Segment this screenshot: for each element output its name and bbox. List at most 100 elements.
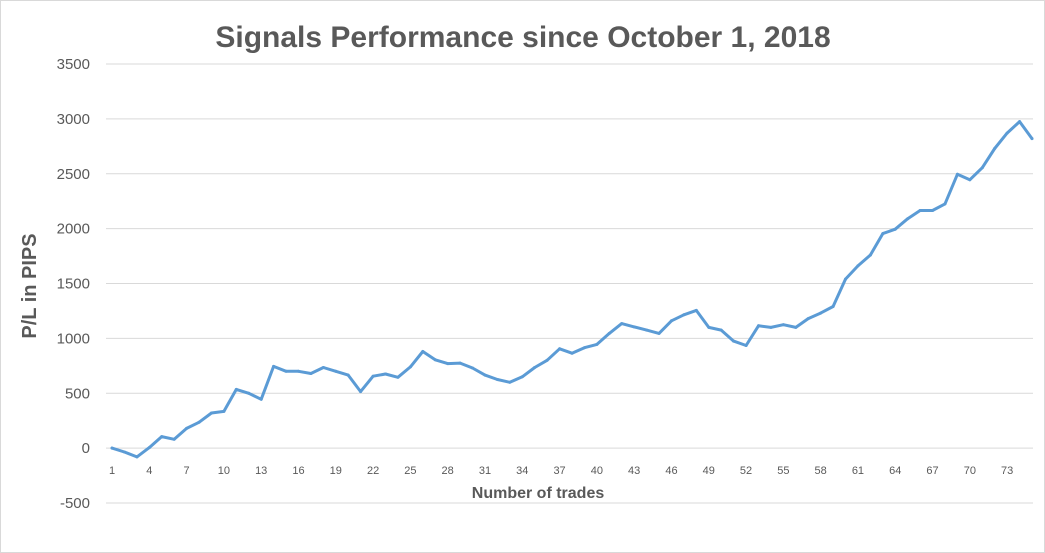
x-tick-label: 28 [442, 465, 454, 477]
x-tick-label: 61 [852, 465, 864, 477]
data-point [197, 420, 201, 424]
data-point [210, 411, 213, 415]
x-tick-label: 13 [255, 465, 267, 477]
x-tick-label: 16 [292, 465, 304, 477]
data-point [284, 369, 288, 373]
data-point [993, 147, 997, 150]
data-point [334, 369, 338, 373]
data-point [819, 311, 823, 315]
data-point [632, 325, 636, 329]
data-point [757, 324, 760, 328]
x-tick-label: 70 [964, 465, 976, 477]
x-tick-label: 49 [703, 465, 715, 477]
series-line-0 [110, 120, 1034, 459]
data-point [359, 390, 363, 394]
data-point [259, 397, 263, 401]
data-point [122, 450, 126, 454]
data-point [533, 366, 537, 369]
data-point [558, 347, 562, 351]
data-point [645, 328, 649, 332]
data-point [955, 172, 959, 176]
chart-title: Signals Performance since October 1, 201… [215, 21, 830, 54]
data-point [881, 232, 885, 236]
x-tick-label: 7 [184, 465, 190, 477]
data-point [135, 455, 139, 459]
gridlines [106, 63, 1033, 504]
data-point [906, 217, 910, 221]
y-tick-label: -500 [60, 495, 90, 512]
data-point [844, 277, 847, 281]
data-point [918, 209, 922, 212]
x-axis-label: Number of trades [472, 485, 605, 502]
data-point [371, 374, 375, 378]
y-tick-label: 0 [82, 440, 90, 457]
data-point [744, 344, 748, 347]
data-point [980, 166, 984, 170]
data-point [508, 380, 512, 384]
data-point [694, 308, 698, 312]
data-point [707, 325, 711, 329]
x-tick-label: 40 [591, 465, 603, 477]
y-tick-label: 2500 [57, 166, 90, 183]
data-point [222, 409, 226, 413]
x-tick-label: 10 [218, 465, 230, 477]
x-tick-label: 19 [330, 465, 342, 477]
y-tick-label: 2000 [57, 221, 90, 238]
data-point [321, 366, 325, 369]
data-point [172, 437, 176, 441]
data-point [272, 364, 276, 368]
y-tick-label: 1000 [57, 330, 90, 347]
x-tick-label: 1 [109, 465, 115, 477]
data-point [806, 317, 810, 321]
data-point [607, 331, 611, 335]
data-point [458, 361, 462, 365]
data-point [160, 435, 164, 439]
data-point [670, 319, 673, 323]
data-point [247, 391, 251, 395]
data-point [384, 372, 387, 376]
data-point [657, 331, 661, 335]
data-point [831, 305, 835, 308]
y-axis-label: P/L in PIPS [19, 233, 41, 338]
data-point [794, 325, 798, 329]
data-point [1030, 137, 1034, 141]
x-tick-label: 46 [665, 465, 677, 477]
data-point [1018, 120, 1022, 124]
data-point [545, 358, 549, 362]
series-layer [110, 120, 1034, 459]
x-tick-label: 37 [553, 465, 565, 477]
data-point [446, 362, 450, 366]
data-point [570, 351, 574, 355]
data-point [309, 372, 313, 375]
data-point [520, 375, 524, 379]
x-tick-label: 67 [926, 465, 938, 477]
y-tick-label: 1500 [57, 276, 90, 293]
x-tick-label: 55 [777, 465, 789, 477]
data-point [943, 202, 947, 206]
data-point [110, 446, 114, 450]
x-tick-label: 31 [479, 465, 491, 477]
x-tick-label: 22 [367, 465, 379, 477]
x-tick-label: 58 [815, 465, 827, 477]
data-point [495, 378, 499, 381]
data-point [408, 365, 412, 369]
data-point [968, 178, 972, 182]
x-tick-label: 4 [146, 465, 152, 477]
data-point [769, 325, 773, 329]
data-point [931, 209, 934, 212]
data-point [1005, 131, 1009, 135]
x-tick-label: 52 [740, 465, 752, 477]
y-tick-label: 3500 [57, 56, 90, 73]
y-tick-label: 500 [65, 385, 90, 402]
data-point [147, 446, 151, 450]
data-point [719, 328, 723, 332]
data-point [471, 366, 474, 370]
x-tick-label: 25 [404, 465, 416, 477]
data-point [483, 373, 487, 377]
data-point [682, 313, 686, 317]
data-point [856, 264, 860, 268]
data-point [185, 426, 189, 430]
x-tick-label: 43 [628, 465, 640, 477]
data-point [396, 375, 400, 379]
